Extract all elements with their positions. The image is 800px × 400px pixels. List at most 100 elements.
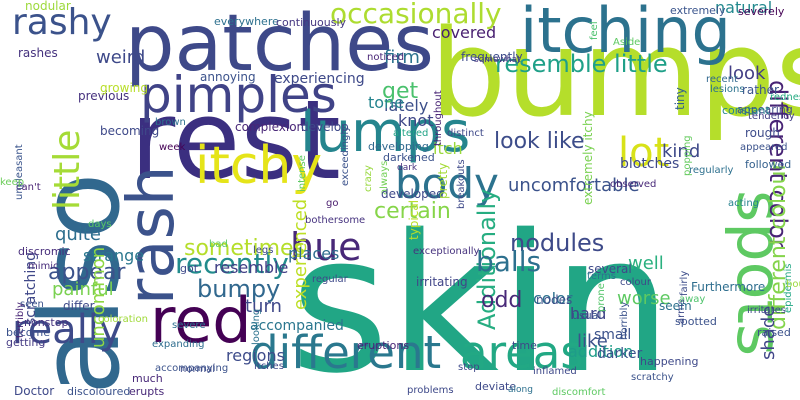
word-tendency: tendency xyxy=(748,111,795,122)
word-furthermore: Furthermore xyxy=(691,280,766,294)
word-well: well xyxy=(628,253,664,274)
word-along: along xyxy=(508,385,533,395)
word-worse: worse xyxy=(617,288,671,309)
word-appeared: appeared xyxy=(740,142,788,153)
word-appearing: appearing xyxy=(737,103,793,116)
word-arms: arms xyxy=(676,298,687,324)
word-crazy: crazy xyxy=(363,165,374,192)
word-hard: hard xyxy=(570,304,607,323)
word-expanding: expanding xyxy=(152,339,205,350)
word-natural: natural xyxy=(715,0,773,17)
word-exceptionally: exceptionally xyxy=(413,246,480,257)
word-lately: lately xyxy=(384,96,429,115)
word-blotches: blotches xyxy=(620,156,680,172)
word-bad: bad xyxy=(209,239,228,250)
word-red: red xyxy=(150,284,252,357)
word-exceedingly: exceedingly xyxy=(340,125,351,186)
word-popping: popping xyxy=(682,135,693,176)
word-itching: itching xyxy=(520,0,731,67)
word-developed: developed xyxy=(381,187,444,201)
word-discromic: discromic xyxy=(18,245,71,258)
word-places: places xyxy=(288,244,340,263)
word-bothersome: bothersome xyxy=(305,215,366,226)
word-nodules: nodules xyxy=(510,229,605,257)
word-dark: dark xyxy=(397,163,418,173)
word-seen: seen xyxy=(20,299,44,310)
word-look: look xyxy=(728,63,766,84)
word-several: several xyxy=(588,262,632,276)
word-somewhat: somewhat xyxy=(474,55,521,65)
word-sometimes: sometimes xyxy=(184,236,306,261)
word-regions: regions xyxy=(226,346,285,365)
word-keep: keep xyxy=(0,177,25,188)
word-annoying: annoying xyxy=(200,70,256,84)
word-recently: recently xyxy=(175,247,289,280)
word-accompanied: accompanied xyxy=(250,318,344,334)
word-brown: brown xyxy=(155,117,186,128)
word-nodular: nodular xyxy=(25,0,71,13)
word-days: days xyxy=(88,219,112,230)
word-turn: turn xyxy=(245,296,282,317)
word-patches: patches xyxy=(125,0,434,89)
word-aside: Aside xyxy=(613,37,641,48)
word-occasionally: occasionally xyxy=(330,0,502,30)
word-accompanying: accompanying xyxy=(155,363,229,374)
word-appear: appear xyxy=(48,260,126,285)
word-becoming: becoming xyxy=(100,124,160,138)
word-doctor: Doctor xyxy=(14,384,55,398)
word-strange: strange xyxy=(83,246,145,265)
word-raised: raised xyxy=(757,326,791,339)
word-recent: recent xyxy=(706,74,738,85)
word-colour: colour xyxy=(620,277,651,288)
word-rather: rather xyxy=(742,83,779,97)
word-become: become xyxy=(6,326,51,339)
word-different: different xyxy=(250,326,442,379)
word-look-like: look like xyxy=(494,129,585,154)
word-cant: can't xyxy=(16,182,41,193)
word-spotted: spotted xyxy=(675,315,717,328)
word-areas: areas xyxy=(460,326,584,379)
word-breakouts: breakouts xyxy=(456,159,467,209)
word-lot: lot xyxy=(618,130,670,176)
word-covered: covered xyxy=(432,23,497,42)
word-mimic: mimic xyxy=(28,261,59,272)
word-really: really xyxy=(12,307,123,353)
word-lumps: lumps xyxy=(300,100,471,165)
word-bumps: bumps xyxy=(430,5,800,144)
word-differ: differ xyxy=(63,299,95,313)
word-got: got xyxy=(180,262,199,275)
word-irritates: irritates xyxy=(747,305,786,316)
word-looking: looking xyxy=(251,308,262,345)
word-observed: observed xyxy=(610,179,657,190)
word-followed: followed xyxy=(745,158,792,171)
word-problems: problems xyxy=(407,385,454,396)
word-certain: certain xyxy=(374,199,451,224)
word-nodes: nodes xyxy=(536,293,573,307)
word-terms: terms xyxy=(587,271,616,282)
word-complexion: complexion xyxy=(235,120,305,134)
word-eruptions: eruptions xyxy=(357,339,410,352)
word-redness: redness xyxy=(770,92,800,103)
word-regularly: regularly xyxy=(689,165,734,176)
word-deviate: deviate xyxy=(475,380,517,393)
word-coloration: coloration xyxy=(98,314,148,325)
word-resemble-little: resemble little xyxy=(495,50,668,78)
word-odd: odd xyxy=(481,288,523,313)
word-legs: legs xyxy=(253,245,274,256)
word-distinct: distinct xyxy=(447,128,484,139)
word-extremely-itchy: extremely itchy xyxy=(581,111,595,205)
word-growing: growing xyxy=(100,81,148,95)
word-small: small xyxy=(594,327,632,343)
word-previous: previous xyxy=(78,89,130,103)
word-rest: rest xyxy=(130,76,341,204)
word-stop: stop xyxy=(458,362,480,373)
word-get: get xyxy=(382,79,419,104)
word-erupts: erupts xyxy=(129,385,165,398)
word-skin: skin xyxy=(290,194,673,400)
word-horribly: horribly xyxy=(619,301,630,340)
word-weird: weird xyxy=(96,47,146,68)
word-hue: hue xyxy=(290,225,362,269)
word-nonstop: nonstop xyxy=(24,316,69,329)
word-discomfort: discomfort xyxy=(552,387,606,398)
